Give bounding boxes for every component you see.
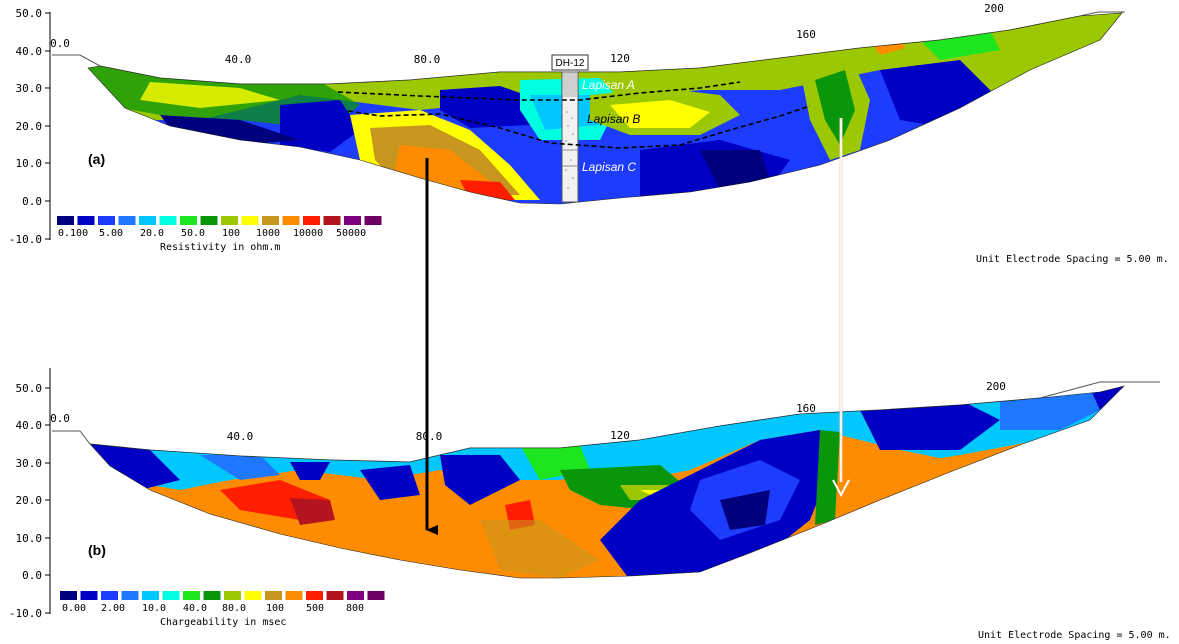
y-tick: 0.0 xyxy=(22,569,42,582)
legend-swatch xyxy=(57,216,74,225)
panel-b-label: (b) xyxy=(88,542,106,558)
borehole-label-box xyxy=(551,54,589,71)
resistivity-section xyxy=(88,13,1122,204)
panel-a: 50.0 40.0 30.0 20.0 10.0 0.0 -10.0 0.0 4… xyxy=(9,2,1169,265)
legend-title: Chargeability in msec xyxy=(160,617,286,628)
legend-value: 10.0 xyxy=(142,603,166,614)
panel-a-y-ticks: 50.0 40.0 30.0 20.0 10.0 0.0 -10.0 xyxy=(9,7,42,246)
x-tick: 40.0 xyxy=(227,430,254,443)
legend-swatch xyxy=(162,591,180,600)
x-tick: 0.0 xyxy=(50,37,70,50)
x-tick: 40.0 xyxy=(225,53,252,66)
y-tick: -10.0 xyxy=(9,607,42,620)
legend-swatch xyxy=(139,216,156,225)
legend-swatch xyxy=(282,216,300,225)
legend-value: 0.100 xyxy=(58,228,88,239)
legend-title: Resistivity in ohm.m xyxy=(160,242,280,253)
legend-swatch xyxy=(142,591,159,600)
legend-swatch xyxy=(326,591,344,600)
legend-value: 40.0 xyxy=(183,603,207,614)
y-tick: 30.0 xyxy=(16,82,43,95)
legend-swatch xyxy=(265,591,282,600)
legend-value: 800 xyxy=(346,603,364,614)
layer-label-a: Lapisan A xyxy=(582,78,635,92)
layer-label-b: Lapisan B xyxy=(587,112,640,126)
panel-b: 50.0 40.0 30.0 20.0 10.0 0.0 -10.0 0.0 4… xyxy=(9,368,1171,641)
y-tick: 20.0 xyxy=(16,494,43,507)
chargeability-legend: 0.00 2.00 10.0 40.0 80.0 100 500 800 Cha… xyxy=(60,591,385,628)
arrow-down-white xyxy=(832,118,850,498)
legend-value: 100 xyxy=(266,603,284,614)
legend-swatch xyxy=(285,591,303,600)
layer-label-c: Lapisan C xyxy=(582,160,636,174)
y-tick: 50.0 xyxy=(16,382,43,395)
legend-swatch xyxy=(101,591,118,600)
legend-swatch xyxy=(80,591,98,600)
legend-swatch xyxy=(118,216,136,225)
legend-swatch xyxy=(262,216,279,225)
y-tick: 10.0 xyxy=(16,532,43,545)
x-tick: 200 xyxy=(984,2,1004,15)
legend-swatch xyxy=(183,591,200,600)
legend-swatch xyxy=(221,216,238,225)
y-tick: 30.0 xyxy=(16,457,43,470)
legend-value: 20.0 xyxy=(140,228,164,239)
legend-value: 50.0 xyxy=(181,228,205,239)
spacing-note-b: Unit Electrode Spacing = 5.00 m. xyxy=(978,630,1171,641)
legend-swatches xyxy=(57,216,382,225)
x-tick: 200 xyxy=(986,380,1006,393)
legend-swatch xyxy=(323,216,341,225)
legend-swatch xyxy=(347,591,364,600)
x-tick: 160 xyxy=(796,28,816,41)
borehole-label: DH-12 xyxy=(556,58,585,69)
legend-swatch xyxy=(241,216,259,225)
x-tick: 160 xyxy=(796,402,816,415)
legend-swatch xyxy=(159,216,177,225)
x-tick: 80.0 xyxy=(416,430,443,443)
layer-boundary-b xyxy=(347,105,811,149)
legend-swatch xyxy=(200,216,218,225)
legend-swatch xyxy=(367,591,385,600)
y-tick: 40.0 xyxy=(16,45,43,58)
x-tick: 120 xyxy=(610,429,630,442)
y-tick: 20.0 xyxy=(16,120,43,133)
legend-swatch xyxy=(203,591,221,600)
legend-swatch xyxy=(121,591,139,600)
legend-swatch xyxy=(60,591,77,600)
legend-swatch xyxy=(344,216,361,225)
resistivity-legend: 0.100 5.00 20.0 50.0 100 1000 10000 5000… xyxy=(57,216,382,253)
legend-value: 50000 xyxy=(336,228,366,239)
x-tick: 80.0 xyxy=(414,53,441,66)
legend-value: 1000 xyxy=(256,228,280,239)
legend-value: 10000 xyxy=(293,228,323,239)
panel-a-label: (a) xyxy=(88,151,105,167)
legend-swatches xyxy=(60,591,385,600)
x-tick: 120 xyxy=(610,52,630,65)
legend-value: 100 xyxy=(222,228,240,239)
layer-boundary-a xyxy=(337,81,741,101)
borehole-dh12: DH-12 xyxy=(551,54,589,203)
x-tick: 0.0 xyxy=(50,412,70,425)
legend-swatch xyxy=(244,591,262,600)
y-tick: 40.0 xyxy=(16,419,43,432)
legend-swatch xyxy=(180,216,197,225)
legend-swatch xyxy=(303,216,320,225)
legend-value: 5.00 xyxy=(99,228,123,239)
legend-swatch xyxy=(98,216,115,225)
y-tick: -10.0 xyxy=(9,233,42,246)
legend-value: 80.0 xyxy=(222,603,246,614)
y-tick: 0.0 xyxy=(22,195,42,208)
legend-value: 0.00 xyxy=(62,603,86,614)
legend-swatch xyxy=(224,591,241,600)
legend-value: 500 xyxy=(306,603,324,614)
legend-value: 2.00 xyxy=(101,603,125,614)
y-tick: 50.0 xyxy=(16,7,43,20)
y-tick: 10.0 xyxy=(16,157,43,170)
legend-swatch xyxy=(306,591,323,600)
legend-swatch xyxy=(77,216,95,225)
spacing-note-a: Unit Electrode Spacing = 5.00 m. xyxy=(976,254,1169,265)
legend-swatch xyxy=(364,216,382,225)
